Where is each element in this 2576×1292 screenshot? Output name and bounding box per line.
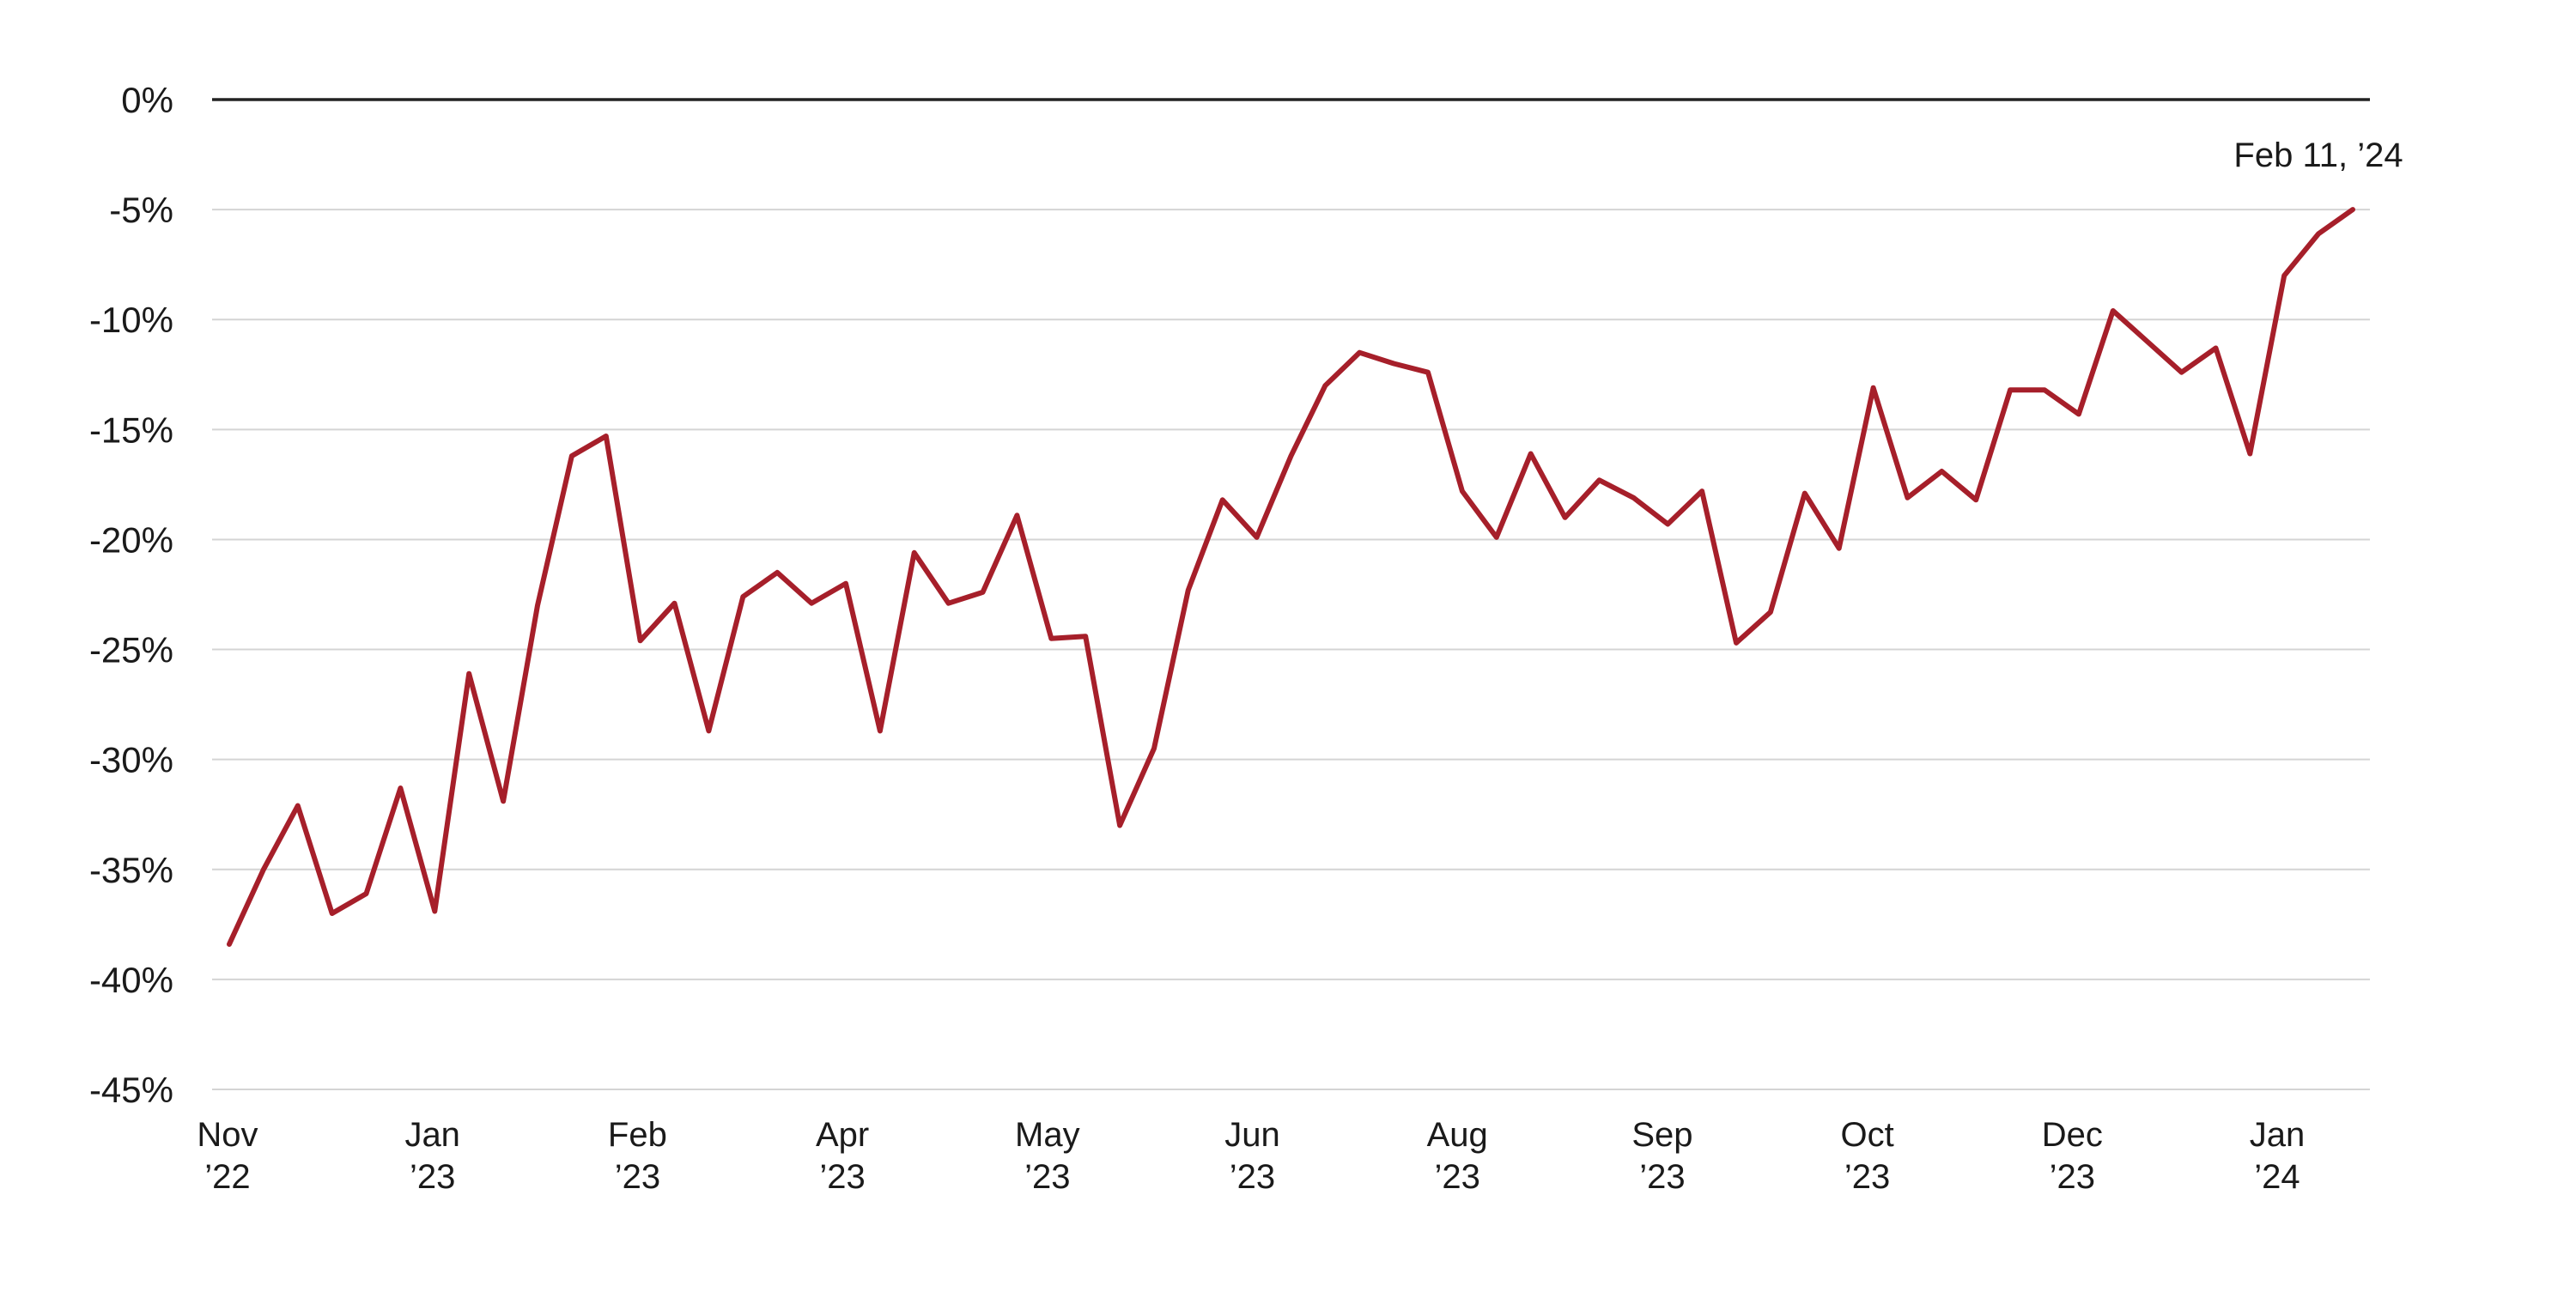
data-point <box>878 728 883 733</box>
y-tick-label: -5% <box>109 190 173 230</box>
data-point <box>1563 515 1568 520</box>
data-point <box>2247 452 2252 457</box>
data-point <box>2008 387 2013 392</box>
data-point <box>1117 823 1122 828</box>
data-point <box>1631 495 1636 500</box>
data-point <box>1048 636 1054 641</box>
data-point <box>2316 231 2321 236</box>
data-point <box>706 728 711 733</box>
y-tick-label: -15% <box>89 409 173 450</box>
data-point <box>1255 535 1260 540</box>
x-tick-label: Jun ’23 <box>1224 1116 1280 1196</box>
y-tick-label: -35% <box>89 850 173 890</box>
data-point <box>330 911 335 916</box>
data-point <box>1528 452 1534 457</box>
data-point <box>1734 640 1739 646</box>
x-axis-tick-labels: Nov ’22 Jan ’23 Feb ’23 Apr ’23 May ’23 Jun ’23 Aug’… <box>197 1116 2305 1196</box>
data-point <box>569 453 574 458</box>
x-tick-label: Feb ’23 <box>608 1116 667 1196</box>
data-point <box>1220 497 1225 502</box>
data-point <box>1871 385 1876 391</box>
data-point <box>1460 488 1465 494</box>
data-point <box>843 581 848 586</box>
data-point <box>1597 477 1602 482</box>
data-point <box>535 603 540 608</box>
data-point <box>1151 746 1157 751</box>
data-point <box>1425 370 1431 375</box>
data-point <box>1322 383 1327 388</box>
x-tick-label: May ’23 <box>1015 1116 1080 1196</box>
y-tick-label: 0% <box>121 80 173 120</box>
data-point <box>2145 339 2150 344</box>
data-point <box>672 601 677 606</box>
data-point <box>809 601 814 606</box>
data-point <box>1391 361 1396 367</box>
y-tick-label: -10% <box>89 300 173 340</box>
data-point <box>946 601 951 606</box>
data-point <box>295 804 301 809</box>
y-tick-label: -25% <box>89 630 173 670</box>
data-point <box>2179 370 2184 375</box>
data-point <box>1357 350 1362 355</box>
data-point <box>2281 273 2287 278</box>
data-point <box>1768 610 1773 615</box>
x-tick-label: Jan ’24 <box>2250 1116 2306 1196</box>
data-point <box>227 942 232 947</box>
data-point <box>261 867 266 872</box>
data-point <box>638 638 643 643</box>
x-tick-label: Apr ’23 <box>816 1116 869 1196</box>
data-point <box>364 891 369 896</box>
data-point <box>2350 207 2355 212</box>
x-tick-label: Sep ’23 <box>1631 1116 1692 1196</box>
series-line <box>227 207 2355 947</box>
data-point <box>775 570 780 575</box>
x-tick-label: Jan ’23 <box>404 1116 460 1196</box>
data-point <box>1289 453 1294 458</box>
y-tick-label: -40% <box>89 960 173 1000</box>
data-point <box>2076 411 2081 416</box>
x-tick-label: Oct ’23 <box>1840 1116 1893 1196</box>
data-point <box>1802 491 1807 496</box>
y-tick-label: -20% <box>89 519 173 560</box>
data-point <box>1186 587 1191 592</box>
data-point <box>398 786 403 791</box>
data-point <box>1837 546 1842 551</box>
y-tick-label: -45% <box>89 1070 173 1110</box>
data-point <box>981 590 986 595</box>
data-point <box>466 671 471 676</box>
data-point <box>2111 308 2116 313</box>
data-point <box>1939 469 1944 474</box>
data-point <box>1665 522 1670 527</box>
data-point <box>604 434 609 439</box>
data-point <box>501 798 506 804</box>
data-point <box>2214 346 2219 351</box>
x-tick-label: Aug ’23 <box>1427 1116 1488 1196</box>
annotation-layer: Feb 11, ’24 <box>2233 136 2403 174</box>
data-point <box>1905 495 1911 500</box>
y-tick-label: -30% <box>89 740 173 780</box>
data-point <box>1699 488 1704 494</box>
series-layer <box>227 207 2355 947</box>
data-point <box>912 550 917 555</box>
x-tick-label: Dec ’23 <box>2042 1116 2103 1196</box>
data-point <box>2042 387 2047 392</box>
x-tick-label: Nov ’22 <box>197 1116 258 1196</box>
gridlines <box>212 98 2370 1090</box>
data-point <box>740 594 745 599</box>
data-point <box>432 909 437 914</box>
y-axis-tick-labels: 0% -5% -10% -15% -20% -25% -30% -35% -40% -45% <box>89 80 173 1110</box>
end-point-annotation: Feb 11, ’24 <box>2233 136 2403 174</box>
data-point <box>1083 634 1088 639</box>
data-point <box>1014 513 1019 518</box>
data-point <box>1494 535 1499 540</box>
data-point <box>1973 497 1978 502</box>
